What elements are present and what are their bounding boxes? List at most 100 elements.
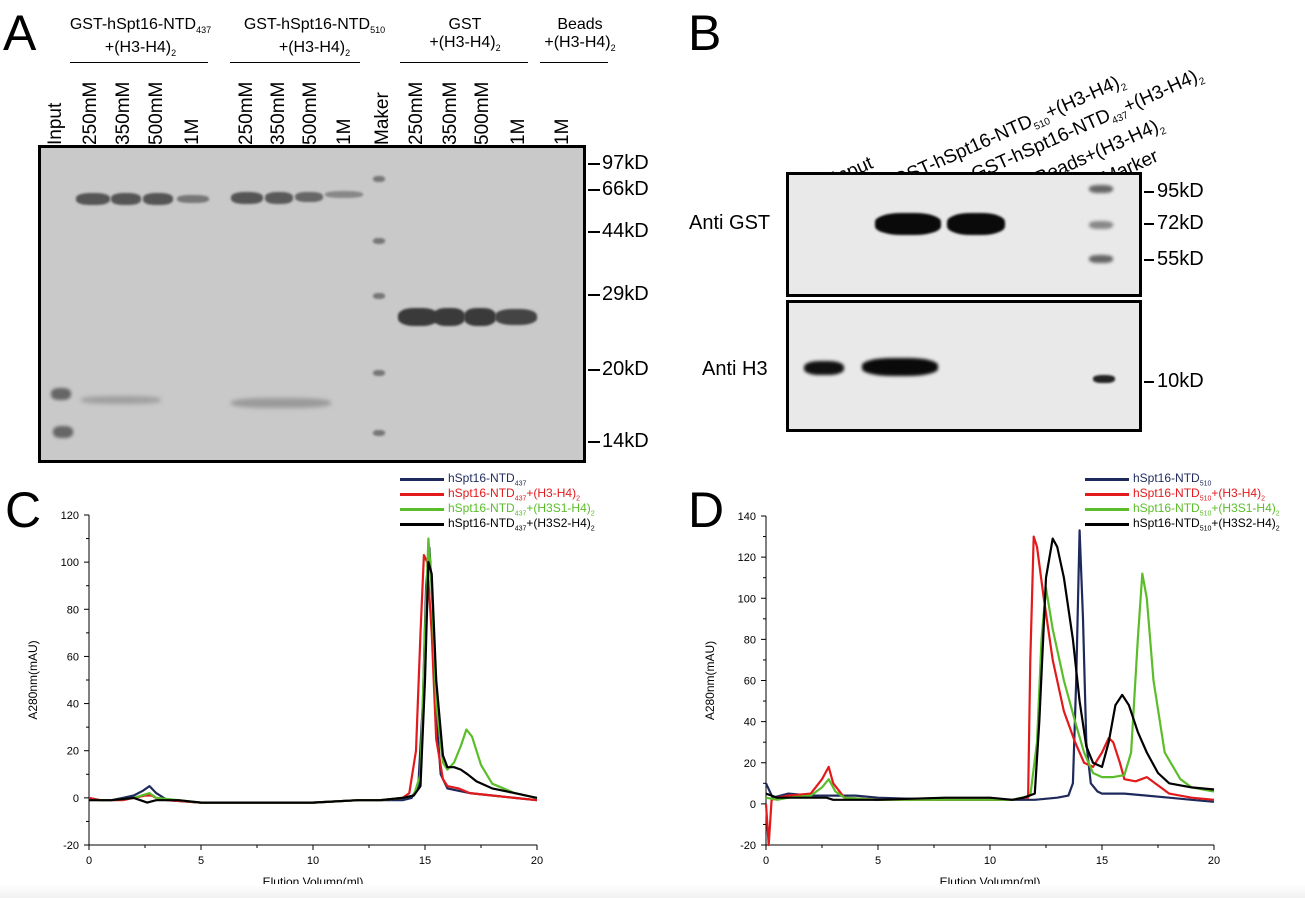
- y-tick-label: 60: [744, 676, 756, 688]
- y-tick-label: 0: [750, 799, 756, 811]
- gel-band: [51, 388, 71, 400]
- panel-a-lane-label: 500mM: [300, 81, 321, 145]
- blot-band: [875, 213, 941, 235]
- legend-entry: hSpt16-NTD510: [1085, 471, 1280, 488]
- blot-band: [804, 361, 844, 375]
- panel-a-marker-label: 97kD: [602, 152, 649, 174]
- legend-label: hSpt16-NTD437: [448, 471, 527, 488]
- x-tick-label: 10: [984, 855, 996, 867]
- series-line: [89, 560, 538, 804]
- x-tick-label: 5: [875, 855, 881, 867]
- gel-band: [373, 176, 385, 182]
- gel-band: [373, 238, 385, 244]
- panel-a-lane-label: 500mM: [146, 81, 167, 145]
- series-line: [764, 535, 1215, 847]
- gel-band: [495, 309, 537, 325]
- group-line-1: [70, 62, 208, 63]
- legend-label: hSpt16-NTD437+(H3-H4)2: [448, 486, 580, 503]
- panel-a-lane-label: 500mM: [472, 81, 493, 145]
- panel-a-marker-label: 20kD: [602, 358, 649, 380]
- gel-band: [265, 192, 293, 204]
- legend-entry: hSpt16-NTD510+(H3S2-H4)2: [1085, 516, 1280, 533]
- blot-band: [1089, 221, 1113, 229]
- marker-tick: [588, 163, 600, 165]
- anti-gst-label: Anti GST: [689, 212, 771, 234]
- marker-tick: [588, 441, 600, 443]
- panel-b-marker-label: 55kD: [1157, 248, 1204, 270]
- group-label-1: GST-hSpt16-NTD437 +(H3-H4)2: [69, 16, 212, 59]
- group-label-4: Beads +(H3-H4)2: [544, 16, 616, 54]
- blot-band: [947, 213, 1005, 235]
- gel-band: [325, 191, 363, 198]
- y-tick-label: 20: [67, 746, 79, 758]
- marker-tick: [588, 294, 600, 296]
- group-label-3: GST +(H3-H4)2: [429, 16, 501, 54]
- x-tick-label: 15: [419, 855, 431, 867]
- anti-h3-blot: [786, 300, 1142, 432]
- y-tick-label: 0: [73, 793, 79, 805]
- marker-tick: [1144, 259, 1154, 261]
- series-line: [765, 537, 1215, 801]
- legend-entry: hSpt16-NTD437+(H3S2-H4)2: [400, 516, 595, 533]
- anti-gst-blot: [786, 172, 1142, 297]
- anti-h3-label: Anti H3: [702, 358, 768, 380]
- legend-swatch: [1085, 478, 1129, 481]
- panel-a-lane-label: Input: [45, 102, 66, 145]
- blot-band: [1089, 255, 1113, 263]
- gel-band: [53, 426, 73, 438]
- group-line-4: [540, 62, 608, 63]
- x-tick-label: 15: [1096, 855, 1108, 867]
- legend-entry: hSpt16-NTD437+(H3S1-H4)2: [400, 501, 595, 518]
- y-tick-label: 80: [67, 604, 79, 616]
- group-label-2: GST-hSpt16-NTD510 +(H3-H4)2: [243, 16, 386, 59]
- gel-band: [373, 370, 385, 376]
- legend-entry: hSpt16-NTD437: [400, 471, 595, 488]
- marker-tick: [588, 231, 600, 233]
- legend-swatch: [1085, 493, 1129, 496]
- gel-band: [464, 308, 496, 326]
- legend-label: hSpt16-NTD437+(H3S1-H4)2: [448, 501, 595, 518]
- legend-label: hSpt16-NTD437+(H3S2-H4)2: [448, 516, 595, 533]
- series-line: [89, 537, 538, 804]
- series-line: [765, 529, 1215, 803]
- panel-a-lane-label: 250mM: [80, 81, 101, 145]
- panel-a-marker-label: 14kD: [602, 430, 649, 452]
- y-tick-label: 40: [67, 699, 79, 711]
- legend-swatch: [400, 478, 444, 481]
- legend-label: hSpt16-NTD510: [1133, 471, 1212, 488]
- x-tick-label: 5: [198, 855, 204, 867]
- y-tick-label: -20: [63, 840, 79, 852]
- panel-c-letter: C: [5, 482, 42, 538]
- x-tick-label: 0: [86, 855, 92, 867]
- y-tick-label: 60: [67, 651, 79, 663]
- legend-entry: hSpt16-NTD510+(H3-H4)2: [1085, 486, 1280, 503]
- legend-entry: hSpt16-NTD437+(H3-H4)2: [400, 486, 595, 503]
- y-axis-label: A280nm(mAU): [26, 640, 40, 719]
- y-tick-label: 80: [744, 634, 756, 646]
- gel-band: [398, 308, 438, 326]
- panel-a-lane-label: 250mM: [406, 81, 427, 145]
- y-tick-label: 100: [61, 557, 79, 569]
- panel-d-letter: D: [688, 482, 725, 538]
- panel-a-letter: A: [3, 5, 37, 61]
- gel-band: [143, 193, 173, 205]
- x-tick-label: 0: [763, 855, 769, 867]
- marker-tick: [588, 189, 600, 191]
- marker-tick: [1144, 223, 1154, 225]
- y-tick-label: 40: [744, 717, 756, 729]
- footer-fade: [0, 884, 1305, 898]
- legend-label: hSpt16-NTD510+(H3-H4)2: [1133, 486, 1265, 503]
- legend-swatch: [400, 508, 444, 511]
- gel-band: [177, 195, 209, 203]
- panel-a-lane-label: 1M: [182, 118, 203, 145]
- legend-label: hSpt16-NTD510+(H3S1-H4)2: [1133, 501, 1280, 518]
- gel-band: [231, 192, 263, 204]
- y-tick-label: 120: [738, 552, 756, 564]
- legend-swatch: [1085, 523, 1129, 526]
- x-tick-label: 20: [531, 855, 543, 867]
- y-tick-label: 20: [744, 758, 756, 770]
- group-line-2: [230, 62, 360, 63]
- panel-a-lane-label: Maker: [372, 92, 393, 145]
